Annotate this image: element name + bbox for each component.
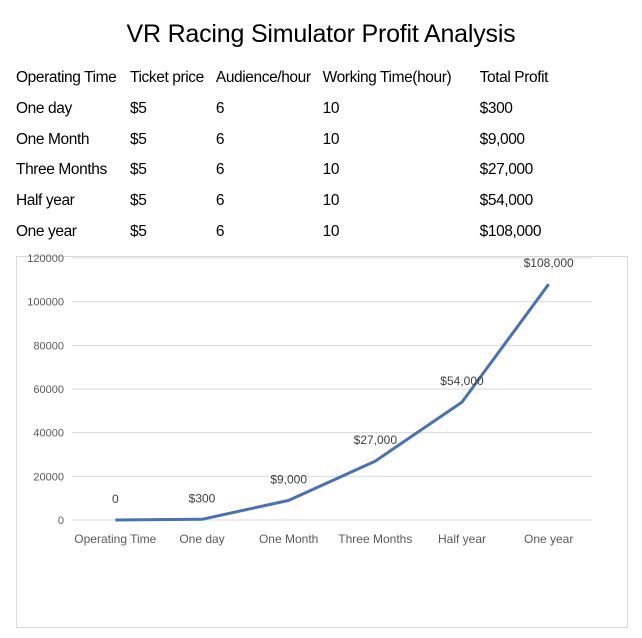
table-cell: One Month — [16, 130, 90, 148]
table-cell: 6 — [215, 100, 225, 118]
header-operating-time: Operating Time — [16, 69, 117, 87]
data-label: $54,000 — [440, 374, 484, 388]
y-tick-label: 100000 — [27, 297, 64, 309]
data-label: 0 — [112, 492, 119, 506]
table-cell: One year — [16, 222, 77, 240]
profit-table: Operating Time Ticket price Audience/hou… — [10, 63, 596, 247]
table-cell: 6 — [215, 130, 225, 148]
table-row: One year $5 6 10 $108,000 — [10, 216, 596, 247]
header-ticket-price: Ticket price — [130, 69, 204, 87]
table-cell: $300 — [479, 100, 513, 118]
chart-area — [16, 256, 628, 628]
table-cell: 10 — [322, 130, 340, 148]
table-cell: $9,000 — [479, 130, 525, 148]
y-tick-label: 40000 — [33, 428, 64, 440]
x-tick-label: One year — [524, 532, 573, 546]
table-cell: $5 — [130, 222, 147, 240]
table-cell: 10 — [322, 192, 340, 210]
table-cell: 10 — [322, 161, 340, 179]
header-working-time: Working Time(hour) — [322, 69, 452, 87]
table-cell: $5 — [130, 130, 147, 148]
table-cell: Half year — [16, 192, 75, 210]
header-total-profit: Total Profit — [479, 69, 549, 87]
table-cell: 10 — [322, 100, 340, 118]
table-cell: $108,000 — [479, 222, 542, 240]
y-tick-label: 0 — [58, 515, 64, 527]
table-cell: $5 — [130, 161, 147, 179]
series-line-total-profit — [115, 283, 550, 522]
data-label: $300 — [189, 491, 216, 505]
data-label: $9,000 — [270, 472, 307, 486]
table-cell: $54,000 — [479, 192, 534, 210]
x-tick-label: Half year — [438, 532, 486, 546]
y-tick-label: 20000 — [33, 471, 64, 483]
table-cell: 10 — [322, 222, 340, 240]
x-tick-label: Operating Time — [74, 532, 156, 546]
table-header-row: Operating Time Ticket price Audience/hou… — [10, 63, 596, 94]
table-cell: $5 — [130, 100, 147, 118]
table-cell: 6 — [215, 161, 225, 179]
header-audience-hour: Audience/hour — [215, 69, 311, 87]
y-tick-label: 80000 — [33, 340, 64, 352]
table-cell: $5 — [130, 192, 147, 210]
data-label: $108,000 — [524, 256, 574, 270]
table-cell: 6 — [215, 222, 225, 240]
table-cell: $27,000 — [479, 161, 534, 179]
x-tick-label: Three Months — [338, 532, 412, 546]
y-tick-label: 60000 — [33, 384, 64, 396]
x-tick-label: One Month — [259, 532, 318, 546]
table-row: Half year $5 6 10 $54,000 — [10, 186, 596, 217]
table-row: One Month $5 6 10 $9,000 — [10, 124, 596, 155]
table-row: One day $5 6 10 $300 — [10, 94, 596, 125]
y-tick-label: 120000 — [27, 253, 64, 265]
table-cell: One day — [16, 100, 72, 118]
chart-title: VR Racing Simulator Profit Analysis — [126, 20, 516, 48]
table-row: Three Months $5 6 10 $27,000 — [10, 155, 596, 186]
data-label: $27,000 — [354, 433, 398, 447]
x-tick-label: One day — [179, 532, 224, 546]
table-cell: 6 — [215, 192, 225, 210]
table-cell: Three Months — [16, 161, 107, 179]
